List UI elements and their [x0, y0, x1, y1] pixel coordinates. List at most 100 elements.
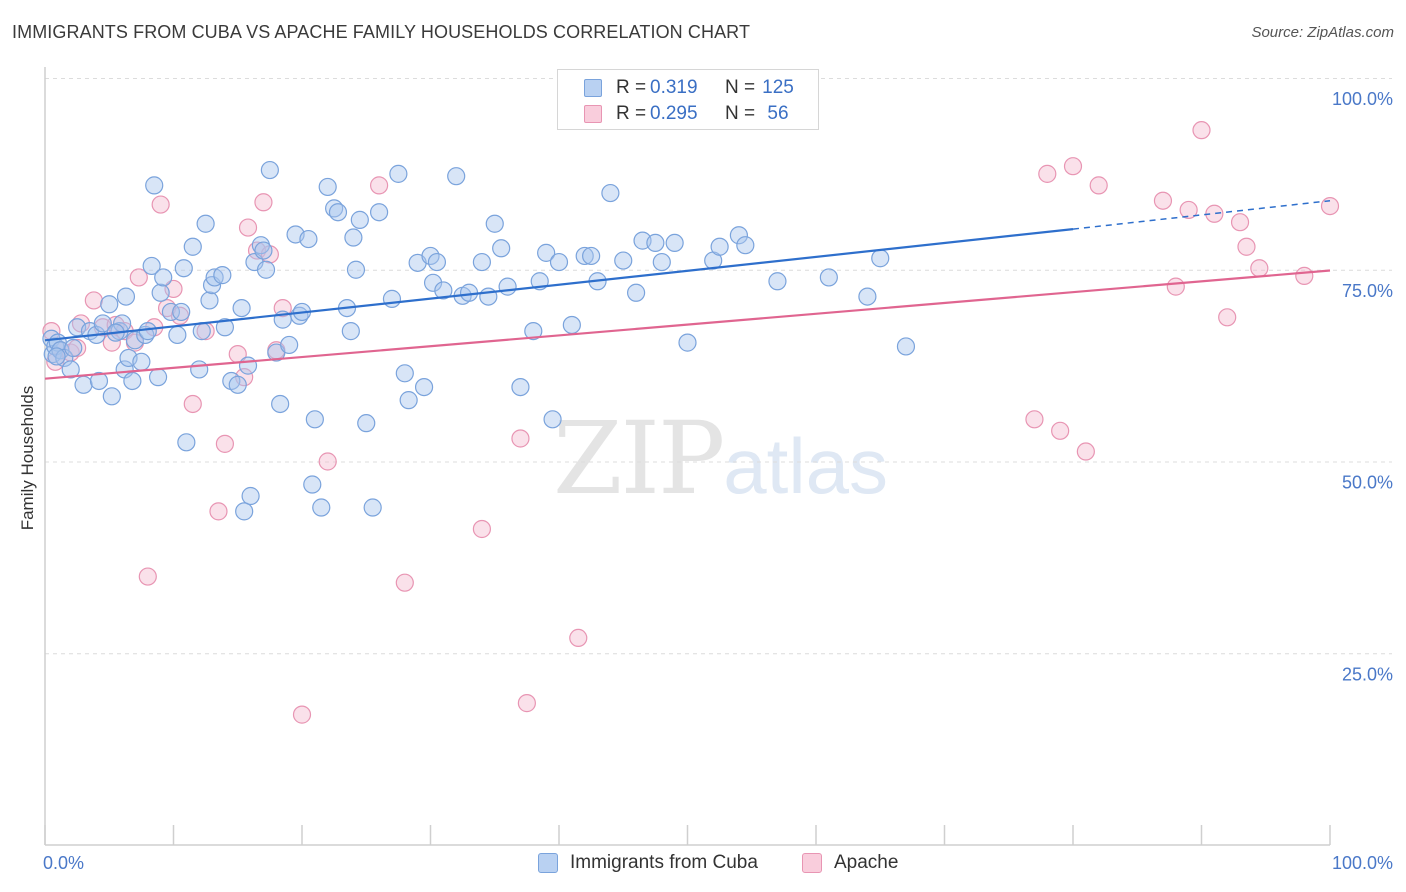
point-cuba [47, 347, 66, 366]
point-cuba [116, 287, 136, 306]
chart-title: IMMIGRANTS FROM CUBA VS APACHE FAMILY HO… [12, 22, 751, 42]
legend-n-label: N = [725, 103, 756, 124]
watermark-zip: ZIP [553, 400, 725, 517]
point-cuba [177, 433, 196, 452]
point-cuba [100, 295, 119, 314]
point-cuba [492, 239, 511, 258]
bottom-legend-swatch-apache [802, 853, 822, 873]
legend-r-label: R = [616, 77, 647, 98]
y-tick-label: 25.0% [1342, 664, 1393, 684]
point-cuba [123, 371, 142, 391]
point-apache [1063, 157, 1083, 176]
bottom-legend-label-apache: Apache [834, 852, 899, 873]
point-cuba [183, 237, 202, 256]
point-cuba [102, 387, 121, 406]
point-cuba [549, 252, 569, 272]
point-apache [318, 452, 337, 471]
point-cuba [710, 237, 729, 256]
point-cuba [614, 251, 633, 270]
point-apache [238, 218, 258, 237]
point-cuba [498, 277, 517, 296]
point-apache [1295, 266, 1314, 285]
point-cuba [241, 486, 260, 506]
point-cuba [341, 322, 360, 341]
legend-row-apache: R = 0.295 N = 56 [558, 101, 818, 127]
point-cuba [93, 314, 112, 333]
y-tick-label: 50.0% [1342, 473, 1393, 493]
point-cuba [472, 252, 491, 272]
point-cuba [312, 498, 331, 517]
point-cuba [232, 299, 251, 318]
point-cuba [363, 498, 382, 517]
point-cuba [871, 249, 890, 268]
point-cuba [148, 368, 168, 387]
point-cuba [196, 214, 215, 233]
point-apache [1166, 277, 1185, 296]
point-cuba [132, 352, 151, 371]
point-cuba [172, 302, 191, 322]
point-cuba [174, 259, 193, 278]
point-apache [370, 176, 389, 195]
point-apache [215, 434, 234, 453]
point-cuba [215, 318, 234, 337]
point-cuba [142, 256, 161, 276]
point-cuba [190, 360, 209, 379]
legend-r-label: R = [616, 103, 647, 124]
point-cuba [665, 233, 684, 253]
point-cuba [819, 268, 838, 287]
legend-swatch-cuba [584, 79, 602, 97]
point-cuba [328, 203, 348, 222]
point-cuba [434, 281, 453, 300]
point-apache [1038, 164, 1057, 183]
point-apache [292, 705, 312, 724]
legend-r-value: 0.295 [650, 103, 698, 124]
point-cuba [414, 378, 434, 397]
point-cuba [74, 375, 93, 394]
point-apache [129, 268, 148, 287]
legend-swatch-apache [584, 105, 602, 123]
point-cuba [395, 364, 414, 383]
point-apache [1179, 200, 1198, 220]
point-apache [569, 628, 588, 648]
point-cuba [200, 291, 219, 310]
point-apache [511, 429, 530, 448]
point-cuba [427, 252, 447, 272]
point-cuba [511, 378, 530, 397]
point-cuba [299, 229, 318, 249]
trendline-cuba [44, 228, 1074, 342]
point-cuba [382, 289, 402, 308]
point-cuba [346, 260, 366, 279]
point-cuba [228, 375, 247, 394]
point-apache [472, 519, 491, 539]
point-apache [254, 193, 273, 212]
trendline-cuba-extension [1072, 199, 1331, 230]
point-cuba [125, 331, 145, 350]
point-cuba [575, 246, 594, 266]
point-apache [1089, 176, 1108, 195]
x-tick-label: 0.0% [43, 853, 84, 873]
point-cuba [485, 214, 504, 233]
point-cuba [389, 164, 408, 183]
point-cuba [271, 394, 290, 414]
stats-legend: R = 0.319 N = 125 R = 0.295 N = 56 [557, 69, 819, 130]
point-cuba [646, 233, 665, 253]
point-cuba [543, 410, 562, 429]
point-cuba [89, 371, 109, 391]
source-label: Source: ZipAtlas.com [1251, 24, 1394, 41]
point-cuba [652, 252, 671, 272]
point-cuba [524, 322, 543, 341]
point-cuba [370, 203, 389, 222]
point-cuba [447, 167, 466, 186]
point-cuba [350, 210, 369, 229]
point-cuba [423, 273, 443, 292]
legend-r-value: 0.319 [650, 77, 698, 98]
point-cuba [736, 236, 755, 255]
point-cuba [858, 287, 877, 306]
point-cuba [213, 266, 232, 285]
point-cuba [138, 322, 157, 341]
trendline-apache [44, 269, 1331, 380]
point-cuba [601, 183, 620, 203]
point-apache [1051, 421, 1070, 440]
point-cuba [238, 356, 258, 375]
